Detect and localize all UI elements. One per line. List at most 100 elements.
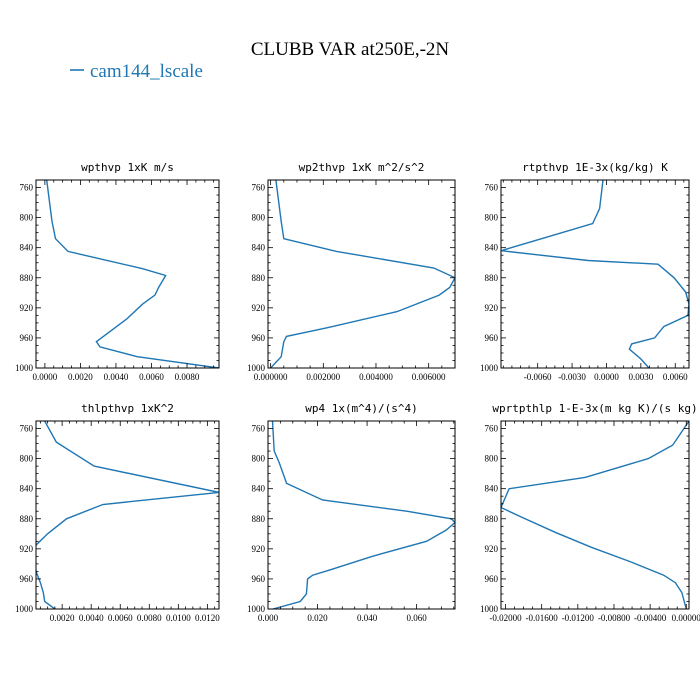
y-tick-label: 920 xyxy=(252,544,266,554)
y-tick-label: 1000 xyxy=(247,363,266,373)
y-tick-label: 800 xyxy=(485,454,499,464)
x-tick-label: 0.0060 xyxy=(663,372,688,382)
panel-title: wp2thvp 1xK m^2/s^2 xyxy=(299,161,425,174)
y-tick-label: 960 xyxy=(20,574,34,584)
y-tick-label: 920 xyxy=(20,303,34,313)
y-tick-label: 840 xyxy=(20,243,34,253)
y-tick-label: 760 xyxy=(252,183,266,193)
legend-label: cam144_lscale xyxy=(90,61,203,82)
y-tick-label: 800 xyxy=(252,213,266,223)
y-tick-label: 920 xyxy=(485,303,499,313)
y-tick-label: 880 xyxy=(485,273,499,283)
panel-1: wpthvp 1xK m/s76080084088092096010000.00… xyxy=(15,161,220,382)
x-tick-label: 0.060 xyxy=(406,613,427,623)
figure-title: CLUBB VAR at250E,-2N xyxy=(251,39,450,60)
y-tick-label: 920 xyxy=(252,303,266,313)
x-tick-label: 0.000000 xyxy=(254,372,288,382)
panel-grid: wpthvp 1xK m/s76080084088092096010000.00… xyxy=(15,161,700,623)
y-tick-label: 880 xyxy=(252,273,266,283)
series-line xyxy=(501,180,689,368)
panel-5: wp4 1x(m^4)/(s^4)76080084088092096010000… xyxy=(247,402,456,623)
panel-title: rtpthvp 1E-3x(kg/kg) K xyxy=(522,161,668,174)
y-tick-label: 760 xyxy=(20,183,34,193)
series-line xyxy=(501,421,689,609)
y-tick-label: 880 xyxy=(20,514,34,524)
y-tick-label: 1000 xyxy=(247,604,266,614)
x-tick-label: 0.0100 xyxy=(166,613,191,623)
y-tick-label: 840 xyxy=(485,484,499,494)
y-tick-label: 1000 xyxy=(15,604,34,614)
x-tick-label: -0.00400 xyxy=(634,613,667,623)
x-tick-label: -0.01200 xyxy=(562,613,595,623)
y-tick-label: 960 xyxy=(252,574,266,584)
series-line xyxy=(270,180,455,368)
x-tick-label: -0.0030 xyxy=(558,372,586,382)
y-tick-label: 840 xyxy=(485,243,499,253)
plot-frame xyxy=(267,179,456,369)
x-tick-label: 0.0000 xyxy=(594,372,619,382)
x-tick-label: 0.0040 xyxy=(104,372,129,382)
x-tick-label: 0.0000 xyxy=(33,372,58,382)
y-tick-label: 880 xyxy=(20,273,34,283)
figure-legend: cam144_lscale xyxy=(70,61,203,82)
x-tick-label: 0.006000 xyxy=(412,372,446,382)
panel-title: wprtpthlp 1-E-3x(m kg K)/(s kg) xyxy=(492,402,697,415)
y-tick-label: 880 xyxy=(485,514,499,524)
y-tick-label: 760 xyxy=(485,183,499,193)
x-tick-label: -0.02000 xyxy=(489,613,522,623)
series-line xyxy=(271,421,455,609)
x-tick-label: 0.0060 xyxy=(139,372,164,382)
y-tick-label: 800 xyxy=(252,454,266,464)
x-tick-label: 0.00000 xyxy=(672,613,700,623)
x-tick-label: 0.040 xyxy=(357,613,378,623)
x-tick-label: 0.0060 xyxy=(108,613,133,623)
y-tick-label: 760 xyxy=(485,424,499,434)
y-tick-label: 840 xyxy=(252,484,266,494)
y-tick-label: 760 xyxy=(20,424,34,434)
y-tick-label: 960 xyxy=(485,333,499,343)
x-tick-label: -0.00800 xyxy=(598,613,631,623)
x-tick-label: -0.01600 xyxy=(526,613,559,623)
panel-4: thlpthvp 1xK^2 760 800 840 880 920 960 1000 0.00… xyxy=(15,402,220,623)
y-tick-label: 800 xyxy=(20,213,34,223)
panel-title: thlpthvp 1xK^2 xyxy=(81,402,174,415)
x-tick-label: 0.0020 xyxy=(68,372,93,382)
x-tick-label: 0.0020 xyxy=(50,613,75,623)
y-tick-label: 840 xyxy=(252,243,266,253)
y-tick-label: 960 xyxy=(485,574,499,584)
x-tick-label: 0.004000 xyxy=(359,372,393,382)
y-tick-label: 1000 xyxy=(480,363,499,373)
x-tick-label: 0.002000 xyxy=(306,372,340,382)
y-tick-label: 840 xyxy=(20,484,34,494)
y-tick-label: 960 xyxy=(20,333,34,343)
x-tick-label: 0.0120 xyxy=(195,613,220,623)
x-tick-label: -0.0060 xyxy=(524,372,552,382)
y-tick-label: 920 xyxy=(20,544,34,554)
x-tick-label: 0.020 xyxy=(307,613,328,623)
panel-3: rtpthvp 1E-3x(kg/kg) K 760 800 840 880 920 960… xyxy=(480,161,690,382)
y-tick-label: 920 xyxy=(485,544,499,554)
y-tick-label: 1000 xyxy=(480,604,499,614)
panel-title: wp4 1x(m^4)/(s^4) xyxy=(305,402,418,415)
x-tick-label: 0.0080 xyxy=(175,372,200,382)
panel-title: wpthvp 1xK m/s xyxy=(81,161,174,174)
plot-frame xyxy=(500,179,690,369)
plot-frame xyxy=(267,420,456,610)
plot-frame xyxy=(500,420,690,610)
panel-6: wprtpthlp 1-E-3x(m kg K)/(s kg) 760 800 840… xyxy=(480,402,700,623)
y-tick-label: 880 xyxy=(252,514,266,524)
panel-2: wp2thvp 1xK m^2/s^2 760 800 840 880 920 960 100… xyxy=(247,161,456,382)
y-tick-label: 760 xyxy=(252,424,266,434)
x-tick-label: 0.0030 xyxy=(628,372,653,382)
x-tick-label: 0.000 xyxy=(258,613,279,623)
y-tick-label: 1000 xyxy=(15,363,34,373)
x-tick-label: 0.0080 xyxy=(137,613,162,623)
plot-frame xyxy=(35,179,220,369)
y-tick-label: 800 xyxy=(485,213,499,223)
series-line xyxy=(46,180,219,368)
plot-frame xyxy=(35,420,220,610)
series-line xyxy=(36,421,219,609)
y-tick-label: 960 xyxy=(252,333,266,343)
y-tick-label: 800 xyxy=(20,454,34,464)
